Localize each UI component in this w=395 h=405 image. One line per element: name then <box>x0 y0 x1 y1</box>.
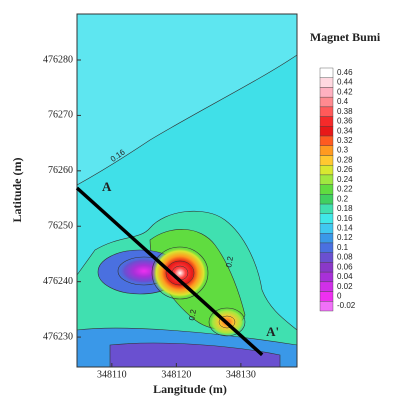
colorbar-swatch <box>319 301 334 312</box>
colorbar-label: 0 <box>337 292 342 301</box>
y-tick-label: 476240 <box>43 276 73 287</box>
profile-label: A' <box>266 324 279 339</box>
colorbar-label: 0.36 <box>337 117 353 126</box>
colorbar-label: 0.4 <box>337 97 349 106</box>
colorbar-swatch <box>319 223 334 234</box>
x-tick-label: 348120 <box>161 369 191 380</box>
colorbar-label: 0.42 <box>337 87 353 96</box>
colorbar-label: 0.14 <box>337 223 353 232</box>
colorbar-swatch <box>319 77 334 88</box>
colorbar-swatch <box>319 87 334 98</box>
colorbar-swatch <box>319 203 334 215</box>
y-tick-label: 76250 <box>48 221 73 232</box>
colorbar-swatch <box>319 213 334 224</box>
y-tick-label: 76260 <box>48 165 73 176</box>
colorbar-label: 0.06 <box>337 262 353 271</box>
colorbar-swatch <box>319 252 334 263</box>
colorbar-label: 0.3 <box>337 146 349 155</box>
colorbar-swatch <box>319 184 334 195</box>
colorbar-swatch <box>319 233 334 244</box>
colorbar-label: 0.2 <box>337 194 349 203</box>
colorbar-swatch <box>319 67 334 78</box>
colorbar-swatch <box>319 242 334 253</box>
colorbar-swatch <box>319 174 334 185</box>
colorbar-label: 0.24 <box>337 175 353 184</box>
colorbar-swatch <box>319 164 334 176</box>
chart-title: Magnet Bumi <box>310 30 381 44</box>
colorbar-swatch <box>319 96 334 108</box>
colorbar-label: 0.08 <box>337 253 353 262</box>
colorbar-label: 0.18 <box>337 204 353 213</box>
colorbar-swatch <box>319 126 334 137</box>
contour-label: 0.2 <box>224 255 235 268</box>
contour-label: 0.2 <box>187 308 198 321</box>
x-tick-label: 348130 <box>226 369 256 380</box>
y-tick-label: 476280 <box>43 54 73 65</box>
colorbar-swatch <box>319 194 334 205</box>
colorbar-label: 0.28 <box>337 155 353 164</box>
y-axis-label: Latitude (m) <box>10 158 24 223</box>
colorbar-label: 0.16 <box>337 214 353 223</box>
colorbar-label: 0.12 <box>337 233 353 242</box>
y-tick-label: 476230 <box>43 331 73 342</box>
colorbar-label: -0.02 <box>337 301 356 310</box>
colorbar-label: 0.1 <box>337 243 349 252</box>
colorbar-swatch <box>319 155 334 166</box>
x-tick-label: 348110 <box>97 369 127 380</box>
colorbar-label: 0.04 <box>337 272 353 281</box>
x-axis-label: Langitude (m) <box>153 382 227 396</box>
colorbar-label: 0.22 <box>337 185 353 194</box>
colorbar-label: 0.32 <box>337 136 353 145</box>
colorbar-label: 0.38 <box>337 107 353 116</box>
colorbar-label: 0.44 <box>337 78 353 87</box>
colorbar-label: 0.02 <box>337 282 353 291</box>
colorbar-swatch <box>319 262 334 273</box>
colorbar-label: 0.26 <box>337 165 353 174</box>
plot-frame <box>76 13 298 368</box>
colorbar-swatch <box>319 145 334 156</box>
colorbar-swatch <box>319 135 334 146</box>
colorbar-swatch <box>319 281 334 292</box>
profile-line <box>75 186 264 357</box>
colorbar-swatch <box>319 271 334 283</box>
colorbar-swatch <box>319 106 334 117</box>
profile-label: A <box>102 179 112 194</box>
y-tick-label: 76270 <box>48 110 73 121</box>
colorbar-label: 0.46 <box>337 68 353 77</box>
colorbar-label: 0.34 <box>337 126 353 135</box>
colorbar-swatch <box>319 116 334 127</box>
colorbar-swatch <box>319 291 334 302</box>
